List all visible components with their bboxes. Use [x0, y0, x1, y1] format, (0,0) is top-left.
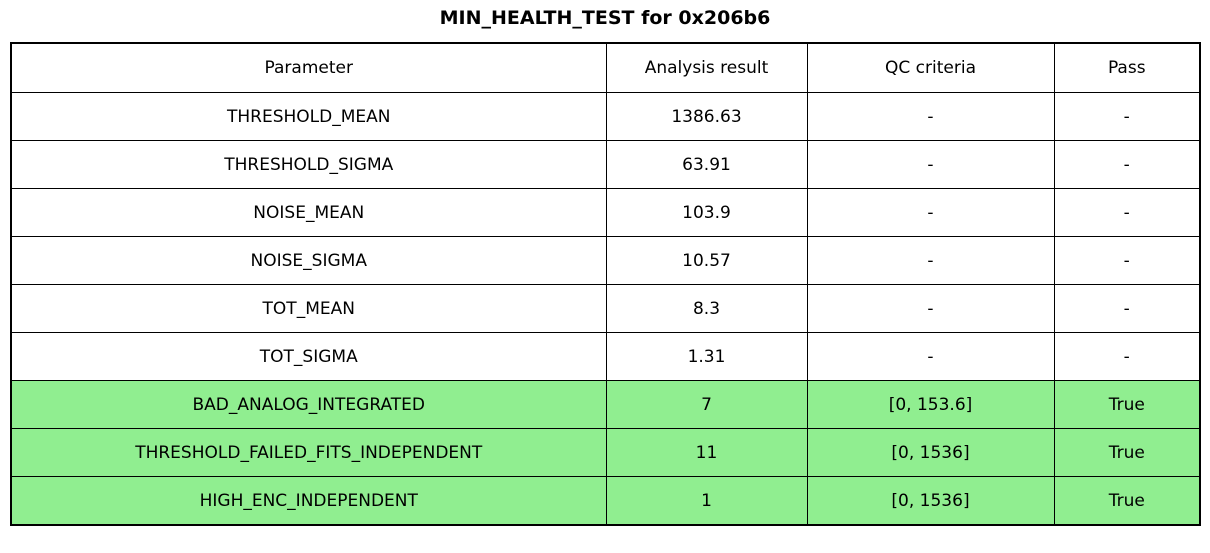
qc-results-table: Parameter Analysis result QC criteria Pa… — [10, 42, 1201, 526]
cell-parameter: NOISE_MEAN — [10, 188, 607, 237]
table-row: THRESHOLD_SIGMA 63.91- - — [10, 140, 1201, 189]
cell-qc-criteria: [0, 1536] — [806, 476, 1055, 526]
cell-qc-criteria: - — [806, 188, 1055, 237]
cell-pass: - — [1053, 236, 1201, 285]
cell-analysis-result: 7 — [605, 380, 808, 429]
cell-qc-criteria: - — [806, 332, 1055, 381]
cell-qc-criteria: - — [806, 284, 1055, 333]
cell-pass: - — [1053, 140, 1201, 189]
cell-pass: True — [1053, 380, 1201, 429]
header-cell-qc-criteria: QC criteria — [806, 42, 1055, 93]
cell-pass: - — [1053, 284, 1201, 333]
cell-qc-criteria: - — [806, 92, 1055, 141]
cell-parameter: THRESHOLD_FAILED_FITS_INDEPENDENT — [10, 428, 607, 477]
cell-qc-criteria: - — [806, 140, 1055, 189]
table-row: THRESHOLD_FAILED_FITS_INDEPENDENT 11 [0, 1… — [10, 428, 1201, 477]
cell-parameter: BAD_ANALOG_INTEGRATED — [10, 380, 607, 429]
table-header-row: Parameter Analysis result QC criteria Pa… — [10, 42, 1201, 93]
cell-pass: - — [1053, 188, 1201, 237]
cell-qc-criteria: [0, 1536] — [806, 428, 1055, 477]
figure-title: MIN_HEALTH_TEST for 0x206b6 — [439, 7, 771, 29]
header-cell-analysis-result: Analysis result — [605, 42, 808, 93]
cell-qc-criteria: [0, 153.6] — [806, 380, 1055, 429]
cell-analysis-result: 10.57 — [605, 236, 808, 285]
table-row: TOT_SIGMA 1.31- - — [10, 332, 1201, 381]
cell-analysis-result: 11 — [605, 428, 808, 477]
cell-analysis-result: 1386.63 — [605, 92, 808, 141]
table-row: TOT_MEAN 8.3- - — [10, 284, 1201, 333]
qc-table-container: Parameter Analysis result QC criteria Pa… — [10, 42, 1201, 526]
cell-pass: True — [1053, 428, 1201, 477]
cell-analysis-result: 1 — [605, 476, 808, 526]
cell-analysis-result: 63.91 — [605, 140, 808, 189]
cell-qc-criteria: - — [806, 236, 1055, 285]
cell-pass: - — [1053, 92, 1201, 141]
cell-parameter: NOISE_SIGMA — [10, 236, 607, 285]
header-cell-parameter: Parameter — [10, 42, 607, 93]
table-body: THRESHOLD_MEAN 1386.63- - THRESHOLD_SIGMA 63… — [10, 92, 1201, 526]
header-cell-pass: Pass — [1053, 42, 1201, 93]
cell-pass: - — [1053, 332, 1201, 381]
cell-analysis-result: 8.3 — [605, 284, 808, 333]
table-row: NOISE_SIGMA 10.57- - — [10, 236, 1201, 285]
cell-parameter: TOT_SIGMA — [10, 332, 607, 381]
table-row: NOISE_MEAN 103.9- - — [10, 188, 1201, 237]
cell-pass: True — [1053, 476, 1201, 526]
table-row: HIGH_ENC_INDEPENDENT 1 [0, 1536] True — [10, 476, 1201, 526]
table-row: THRESHOLD_MEAN 1386.63- - — [10, 92, 1201, 141]
cell-analysis-result: 1.31 — [605, 332, 808, 381]
cell-parameter: TOT_MEAN — [10, 284, 607, 333]
cell-parameter: THRESHOLD_SIGMA — [10, 140, 607, 189]
cell-analysis-result: 103.9 — [605, 188, 808, 237]
cell-parameter: HIGH_ENC_INDEPENDENT — [10, 476, 607, 526]
cell-parameter: THRESHOLD_MEAN — [10, 92, 607, 141]
table-row: BAD_ANALOG_INTEGRATED 7 [0, 153.6] True — [10, 380, 1201, 429]
